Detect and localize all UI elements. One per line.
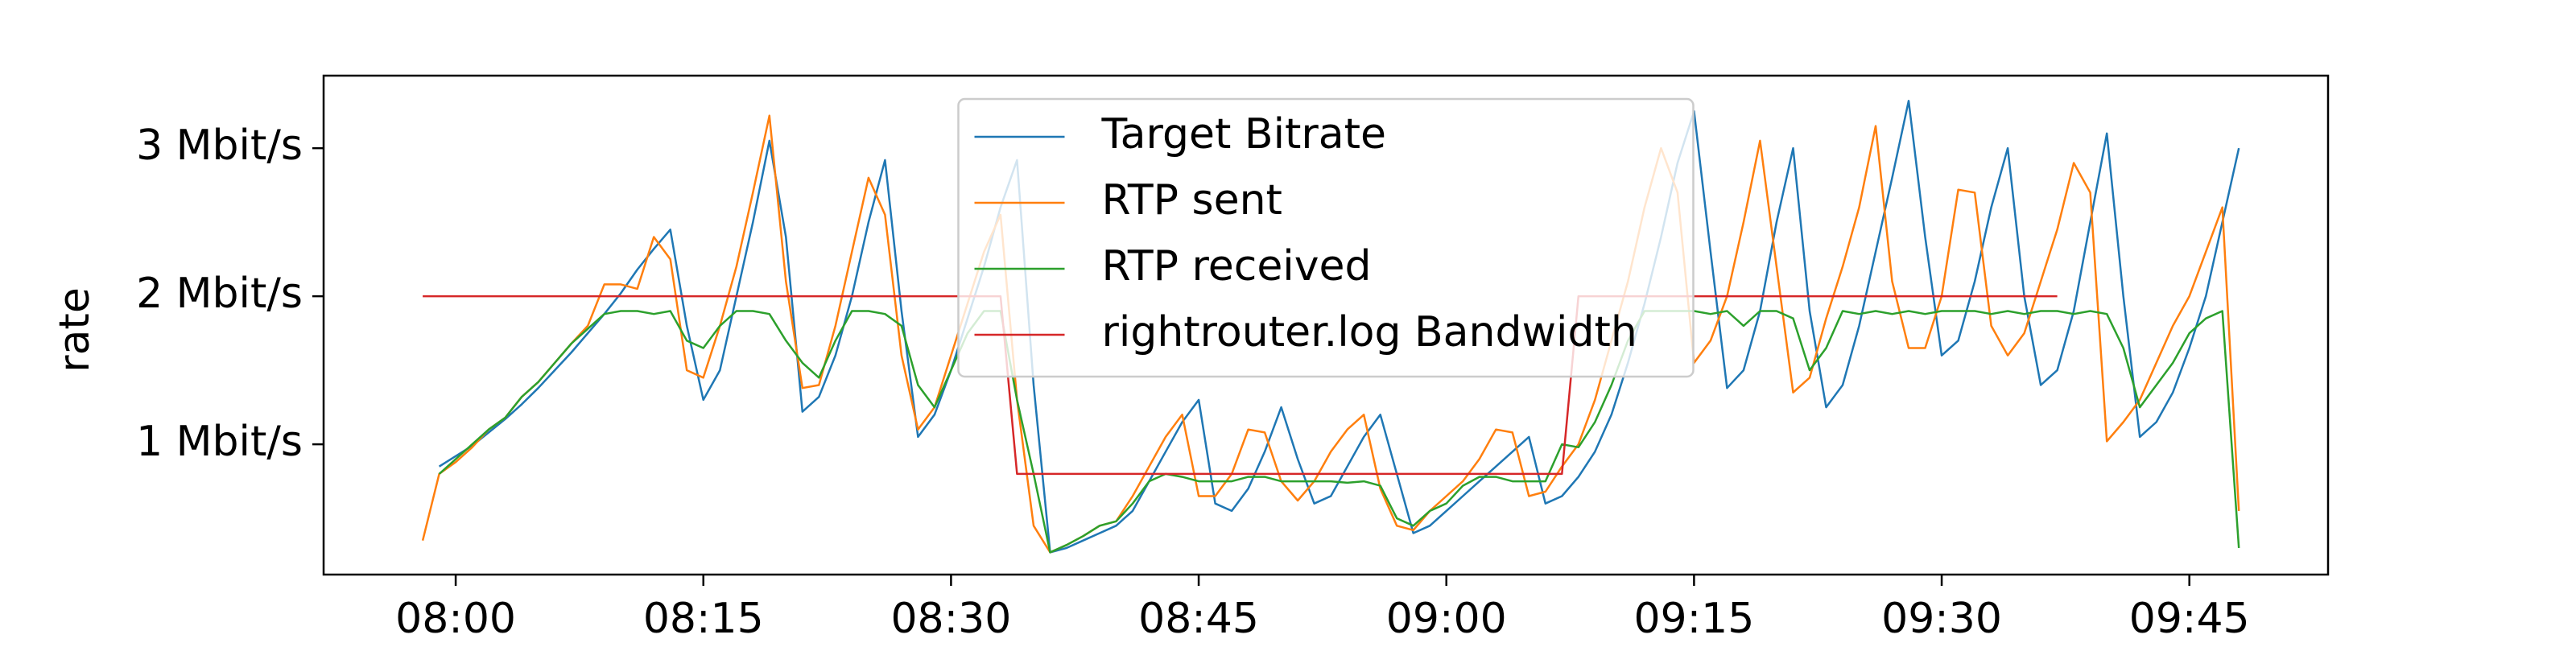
- y-tick-label: 3 Mbit/s: [136, 122, 303, 170]
- series-line: [438, 310, 2240, 554]
- plot-frame: [322, 74, 2330, 576]
- x-tick-label: 08:45: [1138, 595, 1259, 643]
- legend-label: Target Bitrate: [1101, 110, 1387, 159]
- y-tick-label: 1 Mbit/s: [136, 418, 303, 466]
- y-tick-label: 2 Mbit/s: [136, 270, 303, 318]
- x-tick-label: 09:45: [2129, 595, 2250, 643]
- x-tick-label: 09:30: [1881, 595, 2002, 643]
- legend: Target Bitrate RTP sent RTP received rightr…: [957, 97, 1695, 378]
- series-line: [421, 114, 2240, 554]
- x-tick-label: 08:15: [643, 595, 764, 643]
- legend-box: [957, 97, 1695, 378]
- x-tick-label: 08:30: [890, 595, 1011, 643]
- x-tick-label: 08:00: [395, 595, 516, 643]
- legend-label: rightrouter.log Bandwidth: [1102, 308, 1637, 356]
- x-tick-label: 09:00: [1386, 595, 1507, 643]
- series-line: [423, 295, 2058, 476]
- legend-label: RTP received: [1102, 242, 1372, 291]
- x-tick-label: 09:15: [1633, 595, 1754, 643]
- y-axis-label: rate: [51, 287, 99, 373]
- legend-label: RTP sent: [1102, 176, 1282, 225]
